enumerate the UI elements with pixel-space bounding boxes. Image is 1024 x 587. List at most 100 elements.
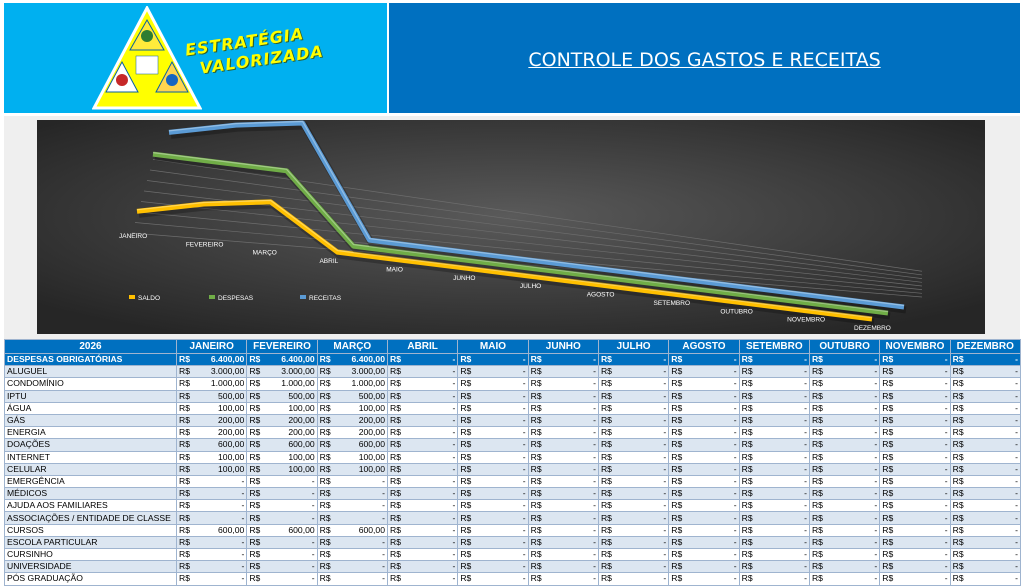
value-cell[interactable]: R$ - <box>175 535 248 550</box>
value-cell[interactable]: R$ - <box>457 438 529 452</box>
value-cell[interactable]: R$ - <box>738 547 810 562</box>
value-cell[interactable]: R$ - <box>457 413 529 428</box>
value-cell[interactable]: R$ - <box>949 377 1021 391</box>
value-cell[interactable]: R$ - <box>597 547 670 562</box>
row-label[interactable]: DOAÇÕES <box>4 438 177 452</box>
value-cell[interactable]: R$ - <box>949 535 1021 550</box>
value-cell[interactable]: R$ - <box>597 511 670 525</box>
value-cell[interactable]: R$ - <box>668 511 740 525</box>
value-cell[interactable]: R$ - <box>386 413 459 428</box>
row-label[interactable]: DESPESAS OBRIGATÓRIAS <box>4 352 177 367</box>
value-cell[interactable]: R$ - <box>597 389 670 403</box>
month-header[interactable]: MARÇO <box>316 339 388 354</box>
row-label[interactable]: IPTU <box>4 389 177 403</box>
value-cell[interactable]: R$ - <box>808 560 881 574</box>
value-cell[interactable]: R$ - <box>597 487 670 501</box>
value-cell[interactable]: R$ - <box>597 462 670 476</box>
row-label[interactable]: AJUDA AOS FAMILIARES <box>4 499 177 513</box>
value-cell[interactable]: R$ - <box>808 547 881 562</box>
value-cell[interactable]: R$ - <box>668 547 740 562</box>
value-cell[interactable]: R$ - <box>738 462 810 476</box>
value-cell[interactable]: R$ - <box>597 535 670 550</box>
value-cell[interactable]: R$ - <box>949 413 1021 428</box>
value-cell[interactable]: R$ - <box>879 401 951 415</box>
value-cell[interactable]: R$ - <box>808 413 881 428</box>
row-label[interactable]: ALUGUEL <box>4 365 177 379</box>
value-cell[interactable]: R$ - <box>457 499 529 513</box>
value-cell[interactable]: R$ - <box>457 572 529 586</box>
value-cell[interactable]: R$ - <box>808 511 881 525</box>
value-cell[interactable]: R$ - <box>949 572 1021 586</box>
value-cell[interactable]: R$ - <box>668 401 740 415</box>
value-cell[interactable]: R$ - <box>386 511 459 525</box>
value-cell[interactable]: R$ - <box>386 572 459 586</box>
row-label[interactable]: ENERGIA <box>4 426 177 440</box>
value-cell[interactable]: R$ - <box>949 352 1021 367</box>
row-label[interactable]: ESCOLA PARTICULAR <box>4 535 177 550</box>
value-cell[interactable]: R$ - <box>597 413 670 428</box>
value-cell[interactable]: R$ - <box>949 462 1021 476</box>
value-cell[interactable]: R$ - <box>386 474 459 489</box>
value-cell[interactable]: R$ - <box>386 401 459 415</box>
value-cell[interactable]: R$ - <box>738 474 810 489</box>
row-label[interactable]: UNIVERSIDADE <box>4 560 177 574</box>
value-cell[interactable]: R$ - <box>879 487 951 501</box>
value-cell[interactable]: R$ - <box>668 474 740 489</box>
value-cell[interactable]: R$ - <box>949 401 1021 415</box>
value-cell[interactable]: R$ 200,00 <box>175 426 248 440</box>
value-cell[interactable]: R$ 1.000,00 <box>246 377 318 391</box>
value-cell[interactable]: R$ - <box>527 523 599 537</box>
value-cell[interactable]: R$ 100,00 <box>246 450 318 464</box>
value-cell[interactable]: R$ - <box>246 511 318 525</box>
value-cell[interactable]: R$ - <box>668 365 740 379</box>
value-cell[interactable]: R$ 100,00 <box>316 462 388 476</box>
row-label[interactable]: ÁGUA <box>4 401 177 415</box>
value-cell[interactable]: R$ - <box>246 560 318 574</box>
month-header[interactable]: ABRIL <box>386 339 459 354</box>
value-cell[interactable]: R$ - <box>879 572 951 586</box>
value-cell[interactable]: R$ - <box>246 487 318 501</box>
value-cell[interactable]: R$ - <box>527 438 599 452</box>
value-cell[interactable]: R$ - <box>527 547 599 562</box>
value-cell[interactable]: R$ - <box>246 474 318 489</box>
value-cell[interactable]: R$ - <box>738 523 810 537</box>
value-cell[interactable]: R$ - <box>457 450 529 464</box>
value-cell[interactable]: R$ 100,00 <box>246 462 318 476</box>
value-cell[interactable]: R$ - <box>175 487 248 501</box>
value-cell[interactable]: R$ - <box>879 389 951 403</box>
value-cell[interactable]: R$ 6.400,00 <box>175 352 248 367</box>
value-cell[interactable]: R$ - <box>457 547 529 562</box>
value-cell[interactable]: R$ - <box>879 438 951 452</box>
row-label[interactable]: ASSOCIAÇÕES / ENTIDADE DE CLASSE <box>4 511 177 525</box>
month-header[interactable]: AGOSTO <box>668 339 740 354</box>
value-cell[interactable]: R$ - <box>457 377 529 391</box>
value-cell[interactable]: R$ - <box>597 401 670 415</box>
value-cell[interactable]: R$ - <box>527 450 599 464</box>
value-cell[interactable]: R$ - <box>175 511 248 525</box>
value-cell[interactable]: R$ - <box>879 535 951 550</box>
value-cell[interactable]: R$ - <box>246 499 318 513</box>
value-cell[interactable]: R$ - <box>738 499 810 513</box>
value-cell[interactable]: R$ 600,00 <box>175 523 248 537</box>
month-header[interactable]: JUNHO <box>527 339 599 354</box>
row-label[interactable]: MÉDICOS <box>4 487 177 501</box>
value-cell[interactable]: R$ - <box>668 426 740 440</box>
value-cell[interactable]: R$ 200,00 <box>246 426 318 440</box>
value-cell[interactable]: R$ - <box>527 499 599 513</box>
value-cell[interactable]: R$ - <box>457 511 529 525</box>
value-cell[interactable]: R$ - <box>597 560 670 574</box>
value-cell[interactable]: R$ - <box>738 438 810 452</box>
value-cell[interactable]: R$ - <box>879 365 951 379</box>
value-cell[interactable]: R$ 200,00 <box>175 413 248 428</box>
value-cell[interactable]: R$ - <box>949 389 1021 403</box>
value-cell[interactable]: R$ - <box>527 377 599 391</box>
value-cell[interactable]: R$ 100,00 <box>175 401 248 415</box>
row-label[interactable]: GÁS <box>4 413 177 428</box>
value-cell[interactable]: R$ 600,00 <box>316 523 388 537</box>
value-cell[interactable]: R$ - <box>808 535 881 550</box>
value-cell[interactable]: R$ - <box>879 560 951 574</box>
value-cell[interactable]: R$ - <box>738 511 810 525</box>
value-cell[interactable]: R$ - <box>527 511 599 525</box>
value-cell[interactable]: R$ - <box>457 523 529 537</box>
value-cell[interactable]: R$ - <box>949 487 1021 501</box>
